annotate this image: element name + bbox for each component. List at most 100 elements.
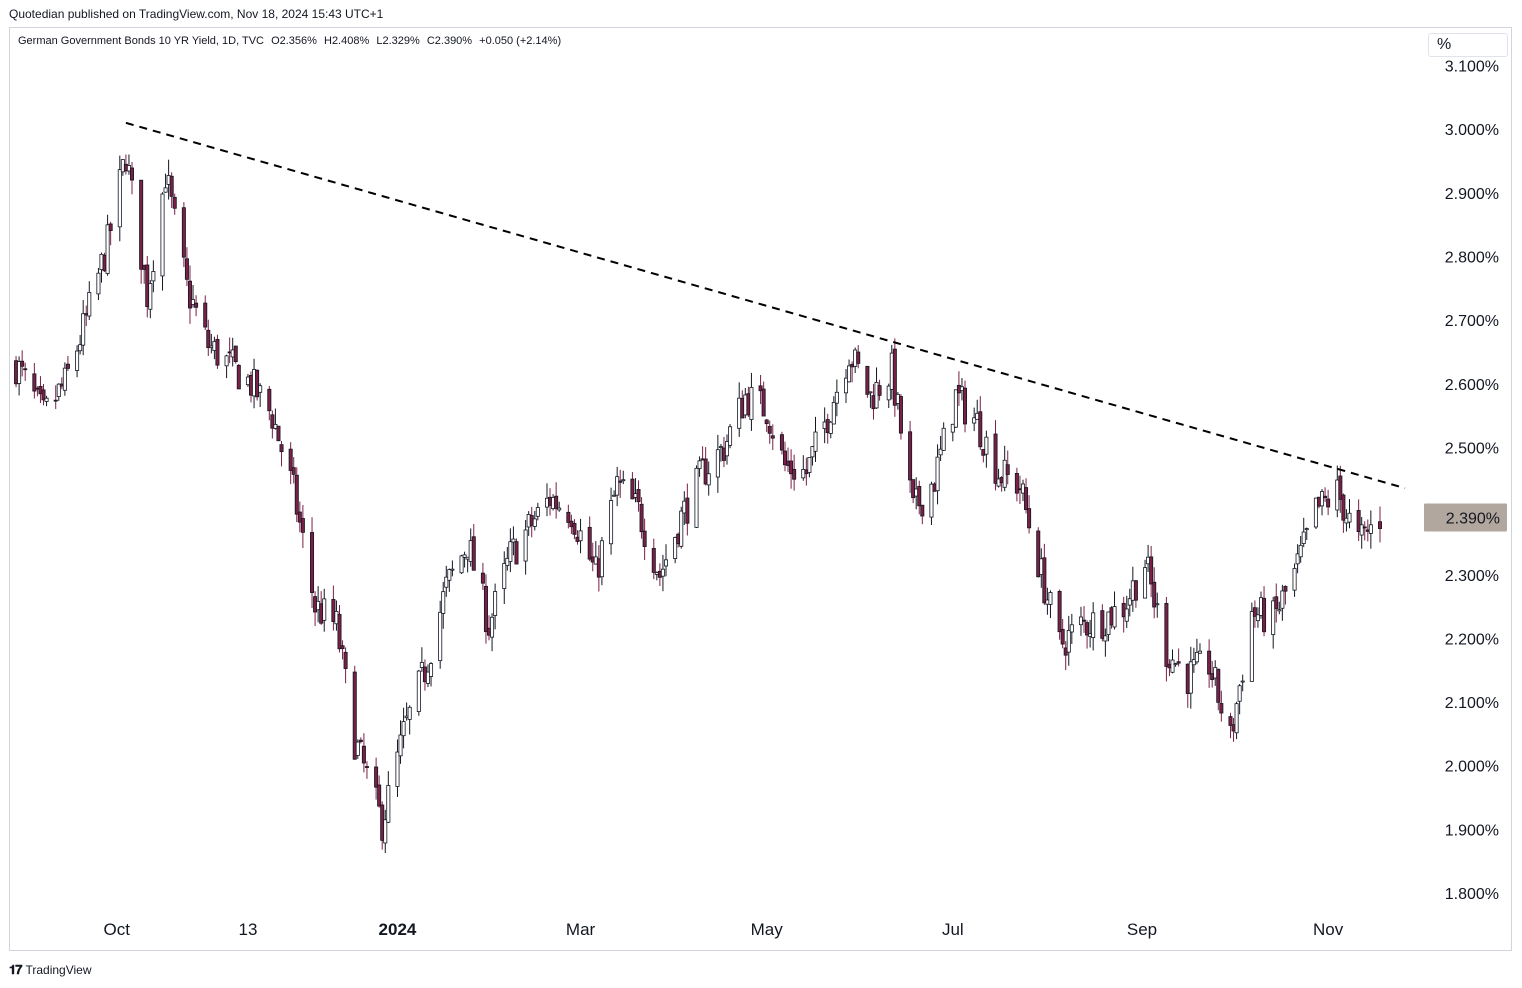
candle-body: [1234, 703, 1239, 734]
candle-body: [1133, 580, 1138, 601]
candle-body: [599, 540, 604, 578]
candle-body: [807, 456, 812, 473]
candle-body: [130, 167, 135, 181]
candle-body: [706, 473, 711, 486]
candle-body: [490, 616, 495, 638]
candle-body: [1320, 491, 1325, 507]
candle-body: [557, 507, 562, 511]
candle-body: [1112, 606, 1117, 628]
candle-body: [1347, 512, 1352, 523]
candle-body: [233, 345, 238, 363]
candle-body: [1027, 508, 1032, 529]
candle-body: [288, 448, 293, 471]
legend-high: H2.408%: [324, 35, 370, 47]
candle-body: [300, 518, 305, 533]
candle-body: [310, 532, 315, 593]
candle-body: [673, 537, 678, 559]
y-tick-label: 2.200%: [1445, 631, 1499, 648]
candle-body: [194, 302, 199, 308]
candle-body: [291, 467, 296, 475]
candle-body: [1143, 567, 1148, 599]
candle-body: [1280, 590, 1285, 609]
candle-body: [651, 548, 656, 573]
candle-body: [630, 478, 635, 500]
candle-body: [81, 313, 86, 346]
candle-body: [1024, 487, 1029, 511]
candle-body: [663, 559, 668, 567]
candle-body: [355, 741, 360, 756]
candle-body: [728, 426, 733, 446]
candle-body: [514, 541, 519, 565]
candle-body: [447, 569, 452, 581]
candle-body: [191, 299, 196, 305]
x-tick-label: 13: [238, 920, 257, 939]
candle-body: [831, 402, 836, 425]
candle-body: [1240, 680, 1245, 683]
y-tick-label: 1.900%: [1445, 822, 1499, 839]
candle-body: [1323, 495, 1328, 499]
candle-body: [23, 368, 28, 371]
candle-body: [416, 670, 421, 712]
percent-scale-button[interactable]: %: [1428, 33, 1508, 57]
candle-body: [1271, 600, 1276, 635]
candle-body: [1378, 521, 1383, 529]
last-price-label: 2.390%: [1424, 503, 1507, 532]
tradingview-logo-icon: 𝟏𝟕: [9, 962, 23, 977]
candle-body: [502, 563, 507, 589]
candle-body: [1014, 472, 1019, 494]
candle-body: [1219, 703, 1224, 714]
legend-low: L2.329%: [376, 35, 420, 47]
candle-body: [163, 187, 168, 193]
candle-body: [1060, 628, 1065, 645]
candle-body: [160, 193, 165, 277]
candle-body: [151, 271, 156, 282]
y-tick-label: 2.000%: [1445, 759, 1499, 776]
candle-body: [532, 518, 537, 527]
candle-body: [1066, 629, 1071, 653]
candle-body: [1274, 596, 1279, 609]
candle-body: [929, 483, 934, 518]
candle-body: [340, 645, 345, 650]
candle-body: [810, 446, 815, 458]
candle-body: [523, 529, 528, 562]
candle-body: [1298, 544, 1303, 558]
candle-body: [96, 272, 101, 295]
candle-body: [1091, 612, 1096, 638]
candle-body: [215, 338, 220, 366]
y-tick-label: 2.900%: [1445, 186, 1499, 203]
candle-body: [480, 572, 485, 584]
candle-body: [258, 385, 263, 393]
candle-body: [337, 613, 342, 650]
candle-body: [1036, 530, 1041, 578]
candle-body: [343, 651, 348, 669]
x-tick-label: Mar: [566, 920, 596, 939]
candle-body: [618, 480, 623, 483]
candle-body: [1164, 603, 1169, 667]
candle-body: [856, 351, 861, 364]
candle-body: [444, 576, 449, 588]
candle-body: [938, 448, 943, 456]
candle-body: [1100, 610, 1105, 639]
candle-body: [1103, 635, 1108, 642]
candle-body: [587, 526, 592, 560]
candle-body: [972, 417, 977, 424]
candle-body: [935, 456, 940, 492]
candle-body: [639, 503, 644, 533]
candle-body: [78, 344, 83, 352]
candle-body: [44, 397, 49, 402]
candle-body: [1127, 598, 1132, 606]
candle-body: [276, 425, 281, 442]
candle-body: [1188, 661, 1193, 694]
candle-body: [224, 355, 229, 367]
candle-body: [148, 283, 153, 310]
candle-body: [17, 361, 22, 384]
candle-body: [1194, 651, 1199, 663]
candle-body: [642, 530, 647, 547]
candle-body: [877, 385, 882, 396]
candle-body: [1216, 668, 1221, 703]
candle-body: [1042, 557, 1047, 604]
candle-body: [438, 611, 443, 662]
candle-body: [236, 364, 241, 390]
candle-body: [917, 486, 922, 507]
